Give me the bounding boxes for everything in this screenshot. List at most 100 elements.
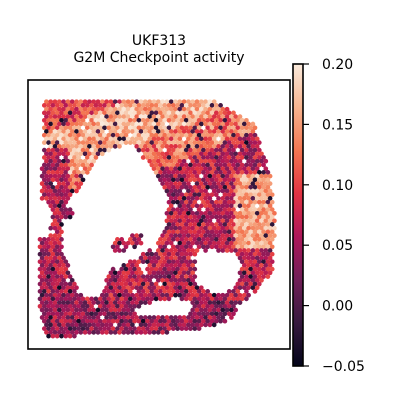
spot: [72, 140, 77, 145]
spot: [198, 114, 204, 119]
spot: [269, 244, 275, 250]
spot: [181, 151, 187, 157]
spot: [173, 277, 178, 283]
spot: [205, 170, 211, 175]
spot: [121, 285, 127, 291]
spot: [201, 296, 206, 302]
spot: [194, 233, 200, 238]
spot: [87, 129, 92, 134]
spot: [39, 300, 45, 305]
spot: [263, 196, 269, 201]
spot: [235, 281, 241, 287]
spot: [145, 125, 150, 131]
spot: [196, 326, 202, 331]
spot: [54, 229, 60, 235]
spot: [235, 140, 241, 145]
spot: [211, 99, 217, 105]
spot: [179, 266, 185, 272]
spot: [237, 151, 243, 157]
spot: [151, 315, 157, 320]
spot: [205, 147, 211, 153]
spot: [220, 307, 226, 313]
spot: [63, 311, 69, 317]
spot: [110, 326, 116, 331]
spot: [168, 166, 174, 172]
spot: [138, 99, 144, 105]
spot: [37, 303, 43, 309]
spot: [216, 188, 221, 194]
spot: [239, 117, 245, 123]
spot: [65, 136, 71, 142]
spot: [237, 240, 243, 246]
spot: [130, 307, 135, 313]
spot: [233, 248, 239, 253]
spot: [61, 210, 66, 216]
spot: [213, 147, 219, 153]
spot: [54, 140, 60, 145]
spot: [205, 155, 211, 160]
spot: [52, 330, 58, 335]
spot: [153, 162, 159, 168]
spot: [224, 114, 230, 119]
spot: [108, 144, 114, 149]
spot: [59, 311, 64, 317]
spot: [84, 147, 90, 153]
spot: [246, 277, 251, 283]
spot: [179, 199, 185, 205]
spot: [248, 147, 254, 153]
spot: [142, 285, 148, 291]
spot: [138, 233, 144, 238]
spot: [177, 218, 183, 224]
spot: [207, 225, 213, 231]
spot: [194, 300, 200, 305]
spot: [44, 263, 49, 268]
spot: [256, 207, 262, 212]
spot: [252, 132, 258, 138]
spot: [52, 233, 58, 238]
spot: [65, 181, 71, 186]
spot: [190, 270, 196, 276]
spot: [132, 318, 137, 324]
spot: [50, 155, 56, 160]
spot: [59, 207, 64, 212]
spot: [259, 196, 264, 201]
spot: [67, 192, 73, 198]
spot: [186, 285, 191, 291]
spot: [246, 166, 251, 172]
spot: [181, 121, 187, 127]
spot: [121, 129, 127, 134]
spot: [231, 303, 236, 309]
spot: [153, 259, 159, 265]
spot: [61, 173, 66, 179]
spot: [147, 330, 153, 335]
spot: [213, 192, 219, 198]
spot: [158, 259, 163, 265]
spot: [216, 158, 221, 164]
spot: [203, 248, 208, 253]
spot: [183, 214, 189, 220]
spot: [222, 229, 228, 235]
spot: [104, 99, 109, 105]
spot: [211, 106, 217, 112]
spot: [179, 222, 185, 227]
spot: [183, 281, 189, 287]
spot: [168, 151, 174, 157]
spot: [127, 281, 133, 287]
spot: [61, 263, 66, 268]
spot: [201, 162, 206, 168]
spot: [50, 140, 56, 145]
spot: [121, 99, 127, 105]
spot: [67, 103, 73, 108]
spot: [142, 151, 148, 157]
spot: [138, 144, 144, 149]
spot: [261, 259, 266, 265]
spot: [211, 203, 217, 209]
spot: [229, 292, 234, 298]
spot: [168, 210, 174, 216]
spot: [125, 285, 131, 291]
spot: [246, 158, 251, 164]
spot: [140, 103, 146, 108]
spot: [50, 251, 56, 257]
spot: [265, 177, 271, 183]
spot: [168, 292, 174, 298]
